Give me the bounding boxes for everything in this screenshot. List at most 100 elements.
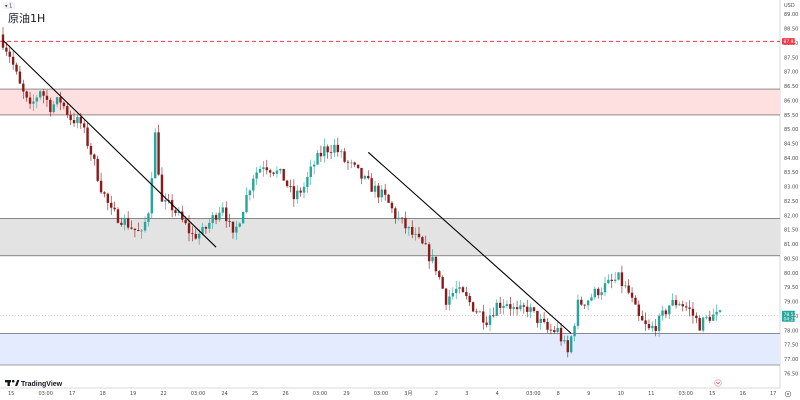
candle-up xyxy=(502,305,505,308)
candle-down xyxy=(82,123,86,128)
candle-down xyxy=(695,315,698,319)
candle-down xyxy=(691,308,695,316)
candle-up xyxy=(340,151,343,153)
candle-down xyxy=(387,194,390,203)
candle-down xyxy=(69,114,72,121)
plot-area xyxy=(0,0,780,388)
interval-menu-button[interactable] xyxy=(3,2,15,9)
candle-up xyxy=(539,318,542,323)
time-tick-label: 25 xyxy=(252,391,258,397)
candle-down xyxy=(698,318,701,331)
price-tick-label: 88.50 xyxy=(784,27,798,33)
chevron-down-icon xyxy=(716,381,720,385)
candle-down xyxy=(549,329,553,331)
candle-down xyxy=(299,190,302,193)
candle-up xyxy=(651,325,654,329)
candle-up xyxy=(451,293,455,297)
time-tick-label: 15 xyxy=(8,391,14,397)
buy-zone xyxy=(0,333,780,366)
sell-zone xyxy=(0,89,780,115)
settings-gear-icon[interactable] xyxy=(784,390,792,398)
price-tick-label: 87.50 xyxy=(784,55,798,61)
trendline-2 xyxy=(367,151,572,334)
price-lines-layer xyxy=(0,40,780,316)
candle-down xyxy=(28,97,32,104)
candle-down xyxy=(482,311,485,323)
candle-down xyxy=(427,244,431,262)
candle-down xyxy=(225,207,228,222)
candle-up xyxy=(153,132,157,179)
price-tick-label: 80.00 xyxy=(784,271,798,277)
tradingview-logo[interactable]: TradingView xyxy=(5,379,63,388)
candle-down xyxy=(62,102,66,107)
candle-down xyxy=(285,180,289,187)
candle-down xyxy=(542,318,546,322)
candle-up xyxy=(306,177,309,187)
mid-zone xyxy=(0,218,780,256)
candle-down xyxy=(160,174,164,202)
candle-down xyxy=(465,292,468,296)
candle-up xyxy=(211,215,214,223)
candle-up xyxy=(275,170,279,174)
time-tick-label: 19 xyxy=(130,391,136,397)
candle-down xyxy=(515,307,519,310)
candle-up xyxy=(296,190,299,200)
candle-down xyxy=(191,233,194,235)
price-tick-label: 86.50 xyxy=(784,84,798,90)
candle-down xyxy=(79,116,82,124)
candle-up xyxy=(32,101,35,104)
candle-down xyxy=(390,202,394,209)
candle-down xyxy=(641,315,644,321)
candle-up xyxy=(556,327,559,333)
candle-up xyxy=(35,97,39,102)
price-axis[interactable]: 89.0088.5088.0087.5087.0086.5086.0085.50… xyxy=(784,12,798,377)
price-tick-label: 82.50 xyxy=(784,199,798,205)
time-tick-label: 4 xyxy=(496,391,499,397)
trendline-1 xyxy=(2,39,217,248)
candle-down xyxy=(289,186,292,187)
candle-down xyxy=(174,210,177,214)
price-tick-label: 87.00 xyxy=(784,70,798,76)
candle-down xyxy=(45,95,49,100)
candle-down xyxy=(126,218,130,228)
candle-down xyxy=(329,152,333,154)
candle-up xyxy=(590,297,593,301)
candle-up xyxy=(164,200,167,202)
candle-down xyxy=(708,316,712,321)
candle-down xyxy=(49,99,52,113)
time-axis[interactable]: 15 03:00 17 18 19 22 03:00 24 25 26 03:00 29 03:00 3月… xyxy=(8,391,776,397)
candle-down xyxy=(8,51,11,57)
candle-down xyxy=(89,145,93,155)
candle-down xyxy=(367,175,370,179)
candle-up xyxy=(255,172,258,179)
resistance-price-tag xyxy=(782,38,795,45)
candle-up xyxy=(323,146,326,157)
candle-down xyxy=(644,320,647,325)
candle-down xyxy=(438,271,441,278)
candle-down xyxy=(184,219,187,224)
candle-down xyxy=(113,207,116,210)
candle-down xyxy=(137,230,140,232)
current-price-tag xyxy=(782,310,795,322)
go-to-realtime-button[interactable] xyxy=(714,379,722,387)
candle-down xyxy=(336,144,340,153)
candle-down xyxy=(597,288,600,296)
time-tick-label: 16 xyxy=(740,391,746,397)
candle-up xyxy=(586,300,590,306)
candle-down xyxy=(546,321,549,330)
candle-up xyxy=(671,300,674,306)
candle-up xyxy=(448,296,451,305)
candle-down xyxy=(96,158,99,181)
candle-up xyxy=(478,311,482,313)
candle-up xyxy=(252,178,255,191)
candle-down xyxy=(130,227,133,229)
candle-up xyxy=(624,285,627,287)
interval-menu-glyph[interactable]: ▾ 1 xyxy=(5,3,12,9)
candle-down xyxy=(106,193,110,203)
candle-down xyxy=(394,208,397,219)
candle-down xyxy=(360,167,363,179)
candle-down xyxy=(522,305,526,307)
candle-up xyxy=(529,307,532,312)
